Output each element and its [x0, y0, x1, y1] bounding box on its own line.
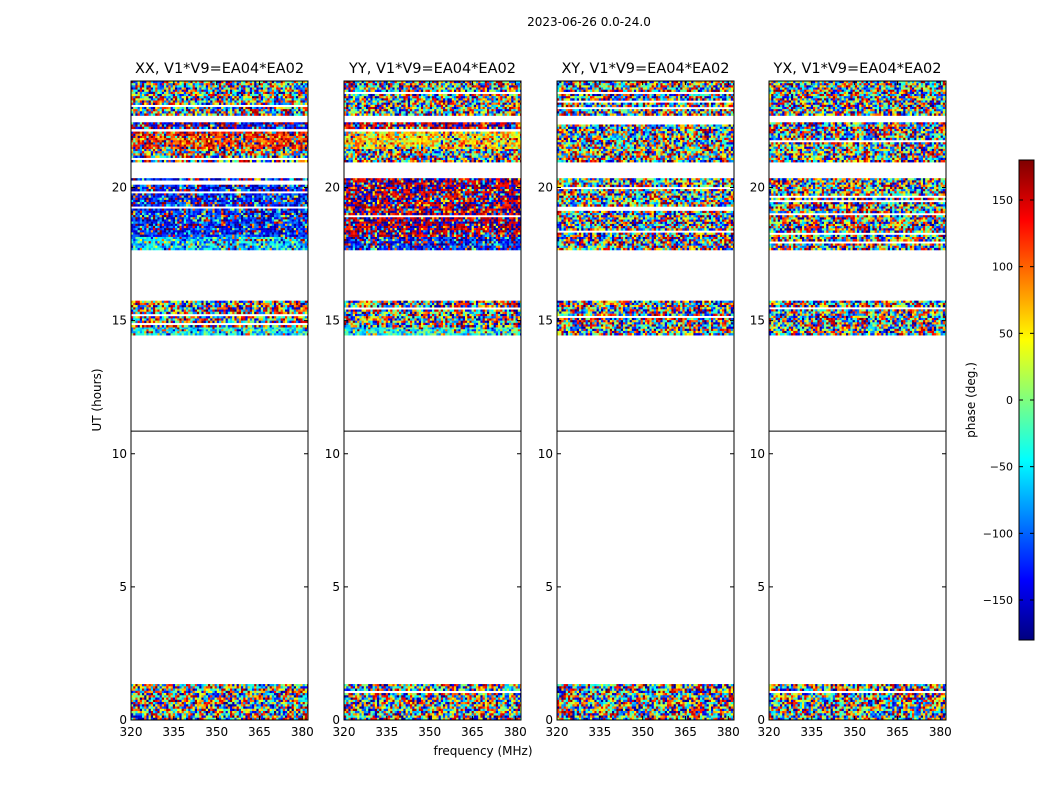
y-tick-label: 15 — [112, 314, 127, 328]
data-band — [344, 148, 521, 163]
data-band — [344, 327, 521, 336]
x-tick-label: 350 — [418, 725, 441, 739]
panel-2: XY, V1*V9=EA04*EA02 320 335 350 365 380 0 5 10 15… — [538, 61, 740, 739]
x-tick-label: 335 — [588, 725, 611, 739]
x-tick-label: 380 — [504, 725, 527, 739]
x-tick-label: 350 — [631, 725, 654, 739]
panel-1: YY, V1*V9=EA04*EA02 320 335 350 365 380 0 5 10 15… — [325, 61, 527, 739]
figure-suptitle: 2023-06-26 0.0-24.0 — [527, 15, 651, 29]
y-tick-label: 10 — [750, 447, 765, 461]
x-tick-label: 380 — [291, 725, 314, 739]
y-tick-label: 10 — [112, 447, 127, 461]
colorbar-tick-label: 0 — [1006, 394, 1013, 407]
panel-title: YY, V1*V9=EA04*EA02 — [348, 61, 516, 77]
panel-frame — [343, 80, 522, 721]
data-band — [344, 122, 521, 130]
panel-data — [769, 81, 946, 720]
colorbar-ticks: 150 100 50 0 −50 −100 −150 — [983, 194, 1034, 607]
colorbar: 150 100 50 0 −50 −100 −150 phase (deg.) — [964, 159, 1035, 641]
data-band — [344, 684, 521, 720]
data-band — [344, 131, 521, 150]
y-tick-label: 20 — [112, 181, 127, 195]
panel-frame — [130, 80, 309, 721]
colorbar-tick-label: 100 — [992, 261, 1013, 274]
y-tick-label: 10 — [538, 447, 553, 461]
x-tick-label: 380 — [929, 725, 952, 739]
data-band — [557, 178, 734, 251]
data-band — [344, 300, 521, 328]
y-tick-label: 0 — [332, 713, 340, 727]
data-band — [557, 124, 734, 163]
panel-data — [557, 81, 734, 720]
panel-title: XY, V1*V9=EA04*EA02 — [561, 61, 729, 77]
colorbar-label: phase (deg.) — [964, 362, 978, 438]
data-band — [131, 178, 308, 237]
data-band — [131, 300, 308, 328]
panel-data — [344, 81, 521, 720]
panel-title: XX, V1*V9=EA04*EA02 — [135, 61, 304, 77]
y-tick-label: 10 — [325, 447, 340, 461]
y-tick-label: 5 — [757, 580, 765, 594]
data-band — [344, 236, 521, 251]
data-band — [344, 178, 521, 237]
data-band — [131, 122, 308, 130]
x-tick-label: 320 — [546, 725, 569, 739]
panel-data — [131, 81, 308, 720]
y-axis-label: UT (hours) — [90, 368, 104, 431]
colorbar-tick-label: −50 — [990, 461, 1013, 474]
colorbar-tick-label: 150 — [992, 194, 1013, 207]
y-tick-label: 5 — [545, 580, 553, 594]
y-tick-label: 5 — [119, 580, 127, 594]
x-tick-label: 320 — [120, 725, 143, 739]
x-tick-label: 320 — [758, 725, 781, 739]
x-tick-label: 365 — [674, 725, 697, 739]
panel-0: XX, V1*V9=EA04*EA02 320 335 350 365 380 0 5 10 15… — [112, 61, 314, 739]
data-band — [769, 122, 946, 163]
x-tick-label: 365 — [461, 725, 484, 739]
data-band — [131, 327, 308, 336]
y-tick-label: 20 — [750, 181, 765, 195]
y-tick-label: 0 — [119, 713, 127, 727]
colorbar-tick-label: −100 — [983, 527, 1013, 540]
panels-group: XX, V1*V9=EA04*EA02 320 335 350 365 380 0 5 10 15… — [112, 61, 952, 739]
data-band — [769, 684, 946, 720]
data-band — [769, 178, 946, 251]
data-band — [769, 81, 946, 116]
y-tick-label: 20 — [538, 181, 553, 195]
data-band — [557, 300, 734, 336]
x-tick-label: 350 — [843, 725, 866, 739]
y-tick-label: 5 — [332, 580, 340, 594]
data-band — [131, 684, 308, 720]
x-tick-label: 335 — [375, 725, 398, 739]
data-band — [557, 81, 734, 116]
x-tick-label: 350 — [205, 725, 228, 739]
y-tick-label: 0 — [545, 713, 553, 727]
x-tick-label: 365 — [886, 725, 909, 739]
colorbar-tick-label: 50 — [999, 327, 1013, 340]
x-tick-label: 335 — [162, 725, 185, 739]
y-tick-label: 15 — [538, 314, 553, 328]
y-tick-label: 20 — [325, 181, 340, 195]
data-band — [557, 684, 734, 720]
panel-frame — [768, 80, 947, 721]
data-band — [131, 131, 308, 150]
panel-frame — [556, 80, 735, 721]
data-band — [131, 236, 308, 251]
panel-3: YX, V1*V9=EA04*EA02 320 335 350 365 380 0 5 10 15… — [750, 61, 952, 739]
y-tick-label: 0 — [757, 713, 765, 727]
x-axis-label: frequency (MHz) — [433, 744, 532, 758]
colorbar-tick-label: −150 — [983, 594, 1013, 607]
x-tick-label: 380 — [717, 725, 740, 739]
x-tick-label: 335 — [800, 725, 823, 739]
data-band — [344, 81, 521, 116]
panel-title: YX, V1*V9=EA04*EA02 — [772, 61, 941, 77]
x-tick-label: 320 — [333, 725, 356, 739]
data-band — [769, 300, 946, 336]
data-band — [131, 81, 308, 116]
y-tick-label: 15 — [750, 314, 765, 328]
y-tick-label: 15 — [325, 314, 340, 328]
data-band — [131, 148, 308, 163]
x-tick-label: 365 — [248, 725, 271, 739]
